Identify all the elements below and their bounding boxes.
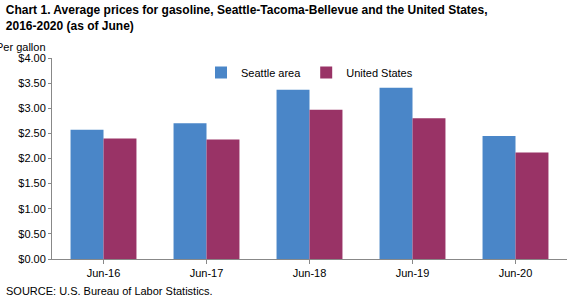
svg-text:$0.50: $0.50: [18, 228, 46, 240]
svg-text:Jun-18: Jun-18: [293, 267, 327, 279]
svg-text:SOURCE: U.S. Bureau of Labor S: SOURCE: U.S. Bureau of Labor Statistics.: [6, 285, 213, 297]
svg-text:Jun-17: Jun-17: [190, 267, 224, 279]
svg-text:Per gallon: Per gallon: [0, 41, 46, 53]
svg-text:$2.50: $2.50: [18, 127, 46, 139]
svg-text:$3.50: $3.50: [18, 77, 46, 89]
svg-text:Jun-16: Jun-16: [87, 267, 121, 279]
svg-text:$2.00: $2.00: [18, 152, 46, 164]
svg-text:$4.00: $4.00: [18, 52, 46, 64]
svg-text:Seattle area: Seattle area: [241, 67, 301, 79]
svg-text:Jun-19: Jun-19: [396, 267, 430, 279]
svg-text:$1.50: $1.50: [18, 177, 46, 189]
svg-text:Jun-20: Jun-20: [499, 267, 533, 279]
svg-text:United States: United States: [346, 67, 413, 79]
svg-text:$3.00: $3.00: [18, 102, 46, 114]
svg-text:Chart 1. Average prices for ga: Chart 1. Average prices for gasoline, Se…: [6, 3, 488, 33]
svg-text:$1.00: $1.00: [18, 203, 46, 215]
svg-text:$0.00: $0.00: [18, 253, 46, 265]
